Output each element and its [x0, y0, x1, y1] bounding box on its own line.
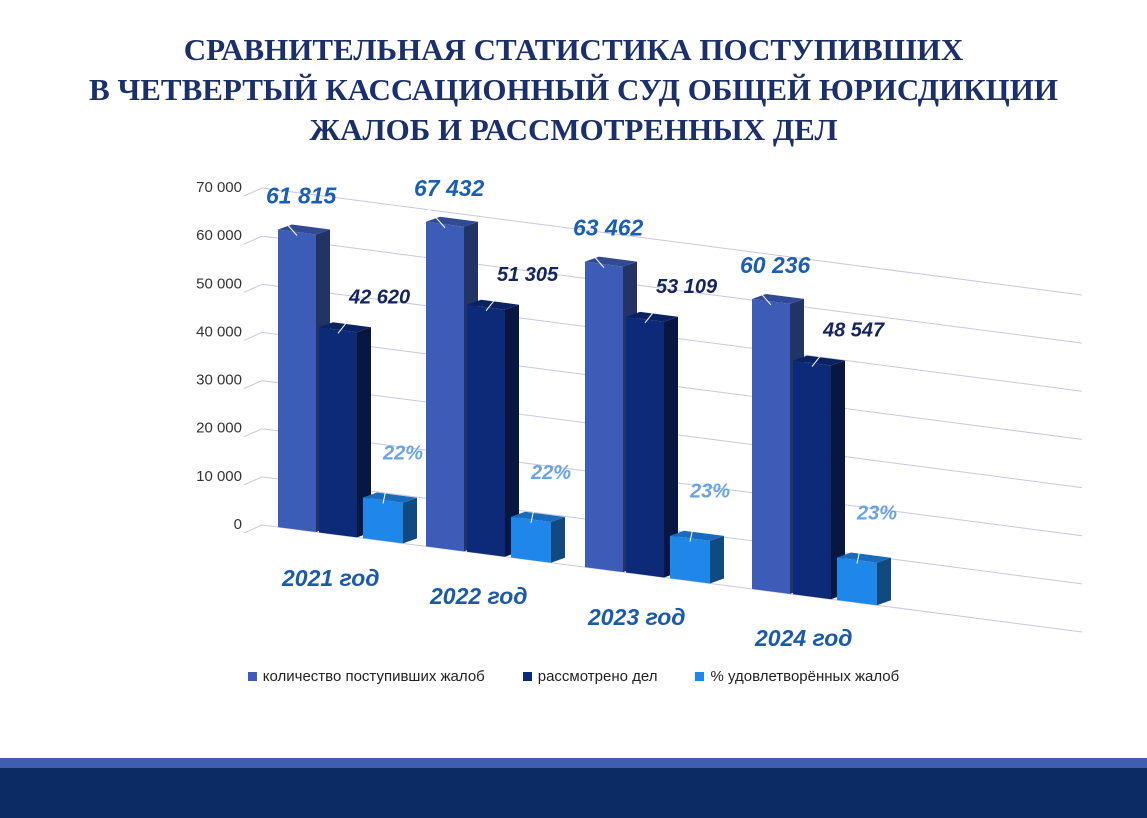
footer-band [0, 768, 1147, 818]
bar [363, 497, 403, 544]
bar-side [357, 327, 371, 538]
bar-side [831, 360, 845, 600]
bar [585, 261, 623, 573]
y-tick-label: 50 000 [196, 275, 242, 292]
leader-line [811, 342, 832, 367]
legend-swatch-reviewed [522, 672, 532, 681]
bar-top [363, 492, 417, 503]
legend-item-reviewed: рассмотрено дел [522, 668, 658, 685]
legend-label-reviewed: рассмотрено дел [537, 668, 658, 685]
bar-top [511, 511, 565, 523]
data-label: 22% [530, 462, 571, 484]
data-label: 23% [856, 502, 897, 524]
leader-line [337, 308, 358, 334]
data-label: 48 547 [822, 320, 885, 342]
x-tick-label: 2021 год [281, 565, 380, 591]
bar-top [467, 299, 519, 310]
bar [426, 221, 464, 552]
gridline-side [243, 331, 263, 341]
data-label: 23% [689, 481, 730, 503]
footer-band-accent [0, 758, 1147, 768]
gridline [261, 235, 1083, 344]
legend-item-received: количество поступивших жалоб [247, 668, 485, 685]
x-tick-label: 2023 год [587, 604, 686, 630]
bar-top [670, 530, 724, 541]
bar-top [426, 216, 478, 227]
legend-item-satisfied: % удовлетворённых жалоб [695, 668, 899, 685]
bar-top [278, 224, 330, 235]
leader-line [689, 503, 699, 542]
data-label: 60 236 [740, 252, 811, 278]
gridline-side [243, 524, 263, 534]
x-tick-label: 2022 год [429, 583, 528, 609]
bar-top [319, 322, 371, 333]
x-tick-label: 2024 год [754, 625, 853, 651]
legend-swatch-received [247, 672, 257, 681]
gridline [261, 187, 1083, 296]
y-tick-label: 40 000 [196, 323, 242, 340]
leader-line [421, 201, 446, 229]
bar [793, 360, 831, 600]
bar-top [752, 293, 804, 304]
data-label: 53 109 [656, 276, 718, 298]
legend: количество поступивших жалоб рассмотрено… [0, 668, 1147, 685]
bar-side [664, 316, 678, 578]
y-tick-label: 60 000 [196, 227, 242, 244]
data-label: 51 305 [497, 264, 559, 286]
gridline-side [243, 283, 263, 293]
chart-title: СРАВНИТЕЛЬНАЯ СТАТИСТИКА ПОСТУПИВШИХ В Ч… [0, 30, 1147, 150]
bar [467, 304, 505, 557]
bar-side [710, 535, 724, 584]
leader-line [747, 278, 772, 306]
bar [670, 535, 710, 584]
leader-line [382, 465, 392, 504]
bar-top [793, 355, 845, 366]
bar-side [403, 497, 417, 544]
leader-line [485, 286, 506, 312]
leader-line [530, 484, 540, 523]
bar-top [626, 311, 678, 322]
leader-line [856, 525, 866, 564]
bar [837, 557, 877, 606]
y-tick-label: 0 [234, 516, 242, 533]
data-label: 67 432 [414, 175, 485, 201]
bar-top [837, 552, 891, 563]
title-line-1: СРАВНИТЕЛЬНАЯ СТАТИСТИКА ПОСТУПИВШИХ [183, 32, 964, 67]
legend-swatch-satisfied [695, 672, 705, 681]
data-label: 61 815 [266, 182, 338, 208]
gridline-side [243, 235, 263, 245]
leader-line [580, 241, 605, 268]
title-line-3: ЖАЛОБ И РАССМОТРЕННЫХ ДЕЛ [309, 112, 838, 147]
bar [752, 298, 790, 594]
legend-label-satisfied: % удовлетворённых жалоб [710, 668, 900, 685]
bar [511, 516, 551, 563]
bar-top [585, 256, 637, 267]
bar-side [505, 304, 519, 557]
title-line-2: В ЧЕТВЕРТЫЙ КАССАЦИОННЫЙ СУД ОБЩЕЙ ЮРИСД… [89, 72, 1058, 107]
y-tick-label: 20 000 [196, 420, 242, 437]
y-tick-label: 70 000 [196, 179, 242, 196]
bar [278, 229, 316, 533]
gridline-side [243, 380, 263, 390]
gridline-side [243, 476, 263, 486]
leader-line [273, 209, 298, 236]
data-label: 22% [382, 442, 423, 464]
y-tick-label: 10 000 [196, 468, 242, 485]
bar-side [877, 557, 891, 606]
leader-line [644, 298, 665, 324]
data-label: 63 462 [573, 215, 644, 241]
y-tick-label: 30 000 [196, 372, 242, 389]
bar-side [551, 517, 565, 563]
data-label: 42 620 [348, 286, 410, 308]
bar [626, 316, 664, 578]
gridline-side [243, 428, 263, 438]
legend-label-received: количество поступивших жалоб [262, 668, 485, 685]
bar [319, 327, 357, 538]
gridline-side [243, 187, 263, 197]
